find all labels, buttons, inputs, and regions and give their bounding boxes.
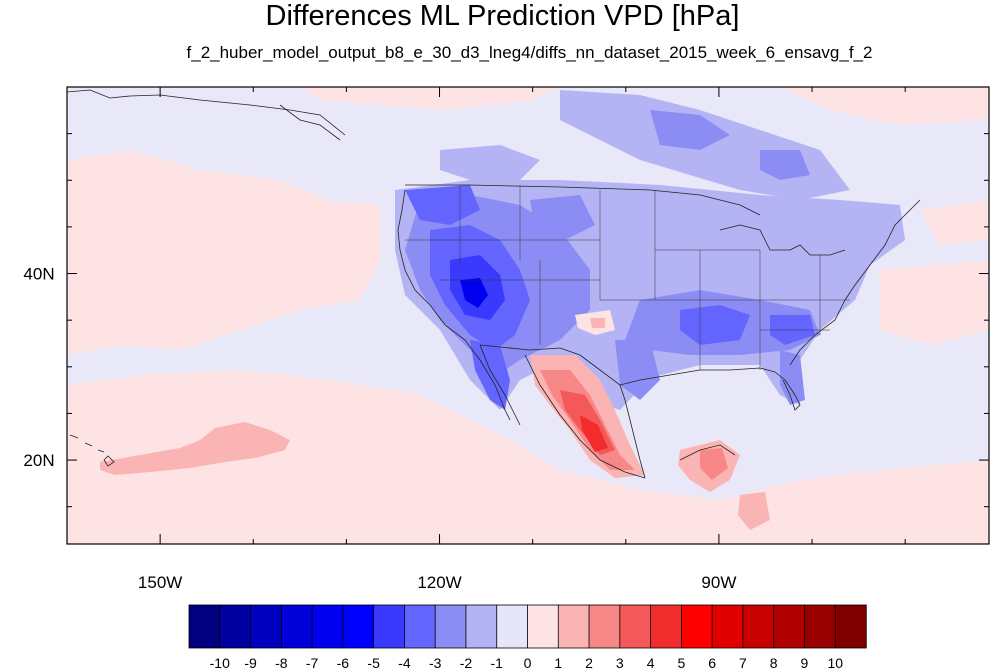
west-coast-line <box>397 189 511 421</box>
colorbar-label: -8 <box>275 655 288 671</box>
colorbar-label: 5 <box>677 655 685 671</box>
state-boundaries <box>405 185 850 370</box>
colorbar-box <box>496 604 529 649</box>
colorbar-box <box>834 604 867 649</box>
map-plot-area <box>67 87 989 544</box>
colorbar-label: 9 <box>801 655 809 671</box>
coastlines <box>397 184 921 479</box>
colorbar-label: 0 <box>524 655 532 671</box>
pacific-positive-blob <box>100 422 290 475</box>
mexico-pacific-line <box>524 354 646 479</box>
colorbar-box <box>342 604 375 649</box>
ocean-positive-regions <box>67 87 989 544</box>
colorbar-label: -6 <box>337 655 350 671</box>
colorbar-box <box>773 604 806 649</box>
east-coast-line <box>789 199 921 366</box>
colorbar-box <box>280 604 313 649</box>
colorbar-box <box>434 604 467 649</box>
colorbar-label: 1 <box>554 655 562 671</box>
colorbar-label: 4 <box>647 655 655 671</box>
colorbar-box <box>742 604 775 649</box>
colorbar-box <box>219 604 252 649</box>
colorbar-label: -1 <box>491 655 504 671</box>
colorbar-box <box>404 604 436 649</box>
colorbar-box <box>804 604 836 649</box>
map-subtitle: f_2_huber_model_output_b8_e_30_d3_lneg4/… <box>186 43 873 62</box>
colorbar-box <box>588 604 621 649</box>
colorbar-label: 6 <box>708 655 716 671</box>
canada-border-line <box>405 184 761 216</box>
baja-california-line <box>479 344 521 426</box>
colorbar-box <box>557 604 590 649</box>
hawaii-islands <box>69 434 115 467</box>
colorbar-box <box>650 604 683 649</box>
colorbar-box <box>711 604 744 649</box>
lat-tick-label: 20N <box>23 451 54 470</box>
colorbar-box <box>373 604 406 649</box>
colorbar-label: 10 <box>827 655 843 671</box>
colorbar-label: -7 <box>306 655 319 671</box>
colorbar-label: -4 <box>398 655 411 671</box>
mexico-positive-regions <box>530 310 770 530</box>
colorbar-box <box>465 604 498 649</box>
colorbar-label: -9 <box>244 655 257 671</box>
lon-tick-label: 90W <box>701 573 736 592</box>
mexico-border-line <box>479 344 621 386</box>
land-negative-regions <box>395 90 905 410</box>
colorbar-box <box>619 604 652 649</box>
great-lakes-line <box>719 224 846 256</box>
lon-tick-label: 120W <box>417 573 461 592</box>
colorbar-label: -3 <box>429 655 442 671</box>
colorbar-label: -2 <box>460 655 473 671</box>
colorbar-box <box>250 604 283 649</box>
map-title: Differences ML Prediction VPD [hPa] <box>265 0 740 32</box>
florida-line <box>774 371 801 411</box>
map-frame <box>66 86 990 545</box>
colorbar-label: 2 <box>585 655 593 671</box>
colorbar-label: 3 <box>616 655 624 671</box>
colorbar-label: 8 <box>770 655 778 671</box>
colorbar-label: -10 <box>210 655 230 671</box>
colorbar-label: -5 <box>367 655 380 671</box>
axis-ticks: 150W 120W 90W 40N 20N <box>23 86 989 592</box>
gulf-coast-line <box>619 367 776 479</box>
colorbar-box <box>311 604 344 649</box>
colorbar-label: 7 <box>739 655 747 671</box>
colorbar-box <box>188 604 221 649</box>
lat-tick-label: 40N <box>23 265 54 284</box>
colorbar: -10 -9 -8 -7 -6 -5 -4 -3 -2 -1 0 1 2 3 4 5 6 7 8 9 10 <box>188 604 867 671</box>
alaska-coast <box>67 89 346 141</box>
colorbar-box <box>680 604 713 649</box>
colorbar-box <box>527 604 559 649</box>
yucatan-line <box>679 444 736 461</box>
lon-tick-label: 150W <box>138 573 182 592</box>
